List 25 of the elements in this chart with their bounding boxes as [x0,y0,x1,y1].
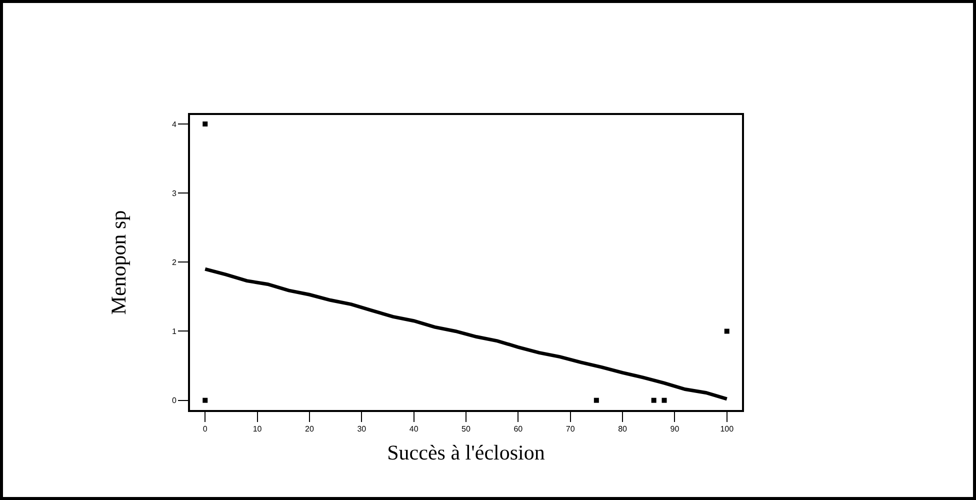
x-tick-label: 40 [409,424,419,434]
x-tick-label: 30 [357,424,367,434]
y-tick-label: 0 [172,396,177,406]
point [202,121,208,126]
y-tick-label: 4 [172,120,177,129]
x-tick-label: 60 [514,424,524,434]
x-tick-label: 0 [202,424,208,434]
point [651,398,656,403]
x-tick-label: 50 [462,424,471,434]
x-tick-label: 20 [305,424,314,434]
x-tick-label: 90 [670,424,680,434]
x-tick-label: 70 [566,424,576,434]
x-tick-label: 10 [252,424,262,434]
point [202,398,208,403]
y-tick-label: 1 [172,327,177,336]
point [724,328,730,334]
x-axis-title: Succès à l'éclosion [387,440,546,464]
y-tick-label: 3 [172,188,177,198]
y-axis-title: Menopon sp [106,210,131,315]
x-tick-label: 100 [720,424,734,434]
point [594,398,599,403]
y-tick-label: 2 [172,258,177,267]
point [662,398,667,403]
x-tick-label: 80 [618,424,628,434]
line-series [203,267,729,401]
